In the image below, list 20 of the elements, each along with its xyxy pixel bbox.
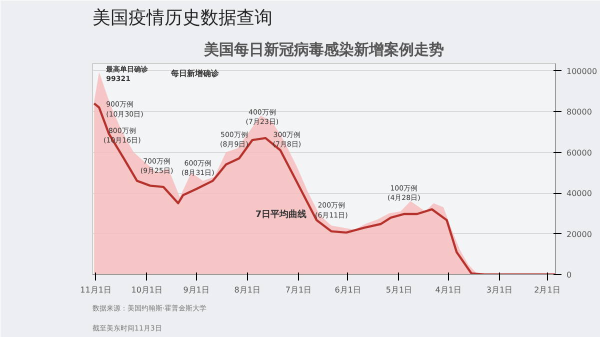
x-tick-label: 5月1日 xyxy=(386,286,412,294)
y-tick-label: 100000 xyxy=(566,66,598,76)
x-tick-label: 9月1日 xyxy=(183,286,210,294)
x-tick-label: 6月1日 xyxy=(334,286,361,294)
chart-title: 美国疫情历史数据查询 xyxy=(92,8,272,28)
series-label: 7日平均曲线 xyxy=(255,209,307,220)
y-tick-label: 20000 xyxy=(566,230,592,239)
x-tick-label: 2月1日 xyxy=(534,286,560,294)
y-tick-label: 40000 xyxy=(566,189,592,198)
x-tick-label: 11月1日 xyxy=(80,286,112,294)
x-tick-label: 10月1日 xyxy=(131,286,163,294)
x-tick-label: 3月1日 xyxy=(486,286,513,294)
y-tick-label: 60000 xyxy=(566,148,592,158)
y-tick-label: 0 xyxy=(566,270,572,280)
x-tick-label: 4月1日 xyxy=(435,286,462,294)
chart-subtitle: 美国每日新冠病毒感染新增案例走势 xyxy=(203,40,444,58)
x-tick-label: 7月1日 xyxy=(285,286,312,294)
y-tick-label: 80000 xyxy=(566,108,592,117)
text: 每日新增确诊 xyxy=(170,68,220,78)
x-tick-label: 8月1日 xyxy=(234,286,260,294)
